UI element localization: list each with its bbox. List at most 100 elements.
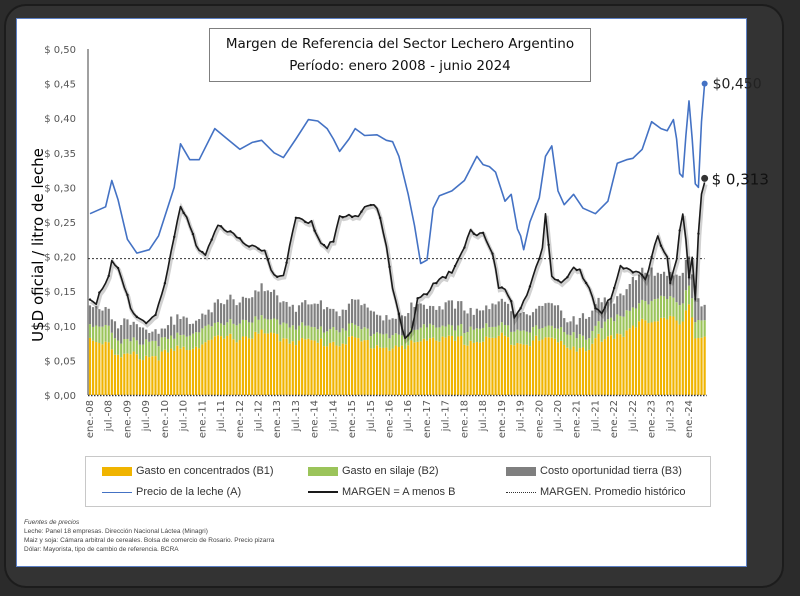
bar-tierra — [525, 314, 528, 332]
bar-silaje — [210, 326, 213, 340]
bar-silaje — [662, 296, 666, 318]
bar-silaje — [307, 325, 310, 339]
bar-silaje — [463, 333, 466, 345]
margen-marker — [631, 271, 635, 274]
y-tick-label: $ 0,15 — [44, 287, 76, 298]
bar-tierra — [641, 267, 644, 300]
y-axis: $ 0,00 $ 0,05 $ 0,10 $ 0,15 $ 0,20 $ 0,25 $ 0,… — [44, 45, 89, 402]
bar-concentrados — [297, 340, 301, 395]
bar-concentrados — [622, 336, 625, 395]
margen-marker — [332, 240, 335, 243]
bar-silaje — [416, 329, 419, 342]
bar-silaje — [457, 325, 460, 337]
bar-concentrados — [653, 321, 656, 395]
bar-silaje — [347, 323, 351, 337]
bar-tierra — [160, 328, 163, 338]
bar-concentrados — [191, 348, 195, 395]
bar-concentrados — [435, 340, 438, 395]
margen-marker — [388, 265, 391, 269]
bar-concentrados — [332, 341, 335, 395]
bar-concentrados — [569, 349, 572, 395]
bar-silaje — [666, 299, 669, 320]
margen-marker — [350, 215, 354, 219]
bar-tierra — [226, 299, 229, 323]
bar-concentrados — [538, 340, 541, 395]
bar-concentrados — [566, 347, 569, 395]
bar-concentrados — [304, 339, 307, 395]
bar-silaje — [656, 298, 659, 322]
bar-tierra — [179, 318, 182, 336]
bar-silaje — [694, 322, 697, 339]
bar-tierra — [622, 295, 625, 317]
bar-silaje — [157, 346, 160, 361]
bar-concentrados — [372, 348, 376, 395]
bar-tierra — [600, 302, 603, 329]
margen-marker — [88, 298, 92, 301]
bar-concentrados — [198, 348, 201, 395]
legend-label: Gasto en silaje (B2) — [342, 465, 439, 477]
bar-silaje — [179, 335, 182, 349]
margen-marker — [238, 237, 241, 240]
bar-tierra — [207, 309, 210, 325]
bar-silaje — [357, 326, 360, 339]
bar-concentrados — [510, 344, 513, 395]
margen-marker — [416, 297, 419, 300]
bar-silaje — [404, 338, 407, 350]
bar-tierra — [613, 303, 616, 322]
bar-concentrados — [269, 332, 273, 395]
bar-concentrados — [107, 342, 110, 395]
margen-marker — [575, 268, 578, 272]
bar-silaje — [126, 338, 129, 354]
bar-tierra — [88, 305, 92, 325]
bar-silaje — [687, 285, 691, 305]
margen-marker — [135, 315, 138, 319]
margen-marker — [397, 312, 401, 316]
bar-concentrados — [223, 338, 226, 395]
bar-silaje — [107, 325, 110, 343]
bar-silaje — [413, 329, 416, 343]
bar-silaje — [478, 328, 482, 343]
bar-tierra — [360, 305, 363, 330]
bar-concentrados — [235, 342, 238, 395]
bar-silaje — [488, 327, 491, 338]
bar-silaje — [556, 328, 560, 343]
bar-tierra — [366, 307, 369, 329]
bar-tierra — [447, 300, 450, 325]
bar-concentrados — [422, 338, 425, 395]
bar-concentrados — [344, 344, 347, 395]
bar-silaje — [238, 323, 241, 341]
margen-marker — [669, 281, 672, 285]
bar-tierra — [584, 318, 588, 340]
bar-silaje — [173, 338, 176, 351]
bar-concentrados — [528, 346, 532, 395]
bar-silaje — [213, 322, 216, 337]
bar-silaje — [248, 322, 251, 339]
bar-silaje — [550, 325, 553, 338]
bar-concentrados — [194, 346, 198, 395]
bar-tierra — [241, 296, 244, 320]
margen-marker — [285, 261, 288, 264]
margen-marker — [126, 293, 129, 297]
bar-concentrados — [597, 333, 600, 395]
bar-concentrados — [382, 347, 385, 395]
bar-concentrados — [581, 347, 585, 395]
bar-tierra — [591, 310, 594, 331]
bar-tierra — [251, 297, 254, 323]
x-tick-label: jul.-16 — [403, 400, 414, 432]
bar-silaje — [566, 334, 569, 348]
bar-silaje — [569, 335, 572, 350]
bar-concentrados — [531, 340, 535, 395]
bar-tierra — [407, 313, 410, 335]
bar-concentrados — [603, 339, 606, 395]
margen-marker — [444, 276, 447, 279]
margen-marker — [276, 275, 279, 279]
margen-marker — [650, 255, 653, 259]
bar-concentrados — [700, 337, 703, 395]
margen-marker — [144, 321, 148, 325]
y-tick-label: $ 0,20 — [44, 253, 76, 264]
margen-marker — [538, 257, 541, 261]
bar-concentrados — [260, 329, 263, 395]
bar-concentrados — [379, 347, 382, 395]
bar-silaje — [544, 326, 547, 338]
x-tick-label: jul.-11 — [216, 400, 227, 432]
